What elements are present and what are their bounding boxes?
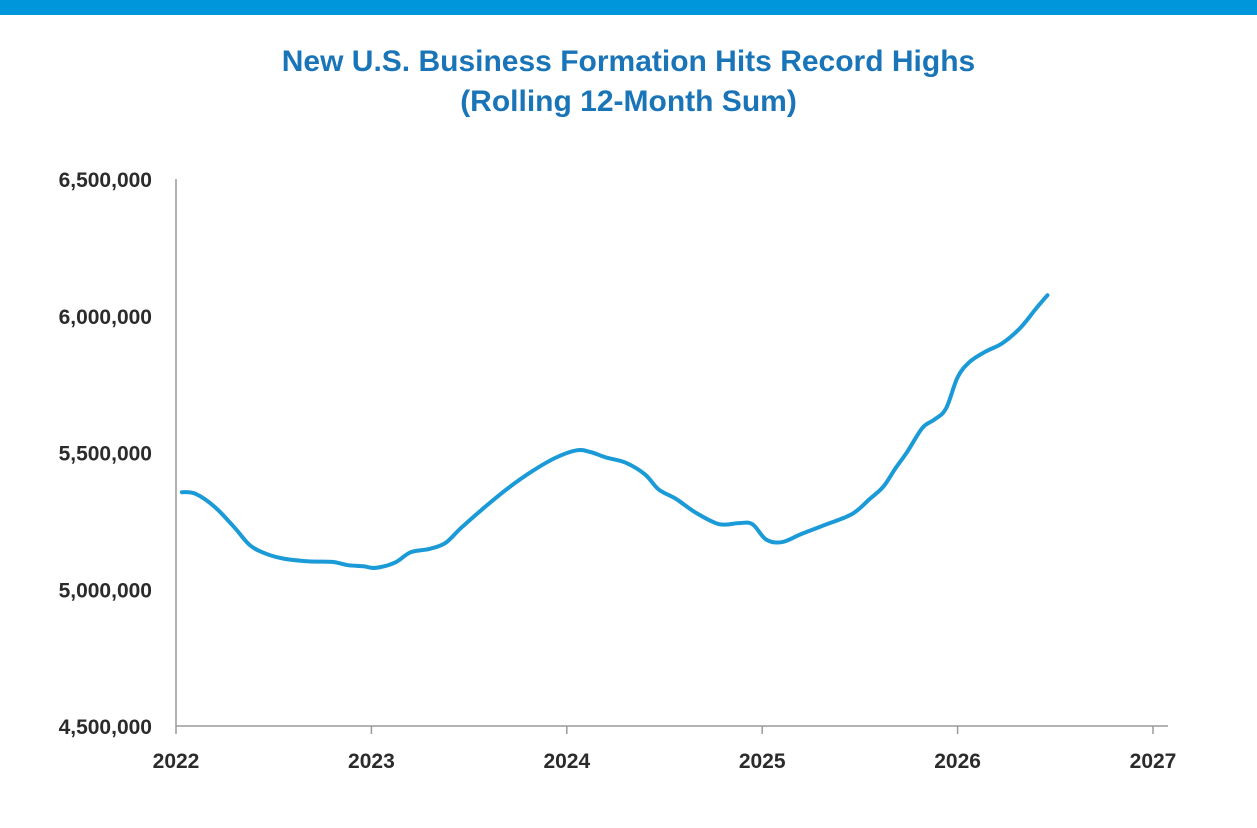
x-tick-label: 2026 [934, 750, 981, 773]
x-tick-label: 2024 [543, 750, 590, 773]
y-tick-label: 6,500,000 [59, 169, 152, 192]
chart-subtitle: (Rolling 12-Month Sum) [460, 85, 797, 118]
y-tick-label: 6,000,000 [59, 306, 152, 329]
x-tick-label: 2022 [153, 750, 200, 773]
x-tick-label: 2025 [739, 750, 786, 773]
y-tick-label: 4,500,000 [59, 716, 152, 739]
series-line [179, 293, 1050, 571]
x-axis-ticks: 2022 2023 2024 2025 2026 2027 [153, 726, 1177, 773]
x-tick-label: 2027 [1130, 750, 1177, 773]
top-accent-bar [0, 0, 1257, 15]
chart-title-block: New U.S. Business Formation Hits Record … [0, 42, 1257, 122]
y-axis-ticks: 6,500,000 6,000,000 5,500,000 5,000,000 4,50… [59, 169, 152, 739]
y-tick-label: 5,000,000 [59, 579, 152, 602]
chart-title: New U.S. Business Formation Hits Record … [281, 45, 976, 78]
x-tick-label: 2023 [348, 750, 395, 773]
y-tick-label: 5,500,000 [59, 443, 152, 466]
